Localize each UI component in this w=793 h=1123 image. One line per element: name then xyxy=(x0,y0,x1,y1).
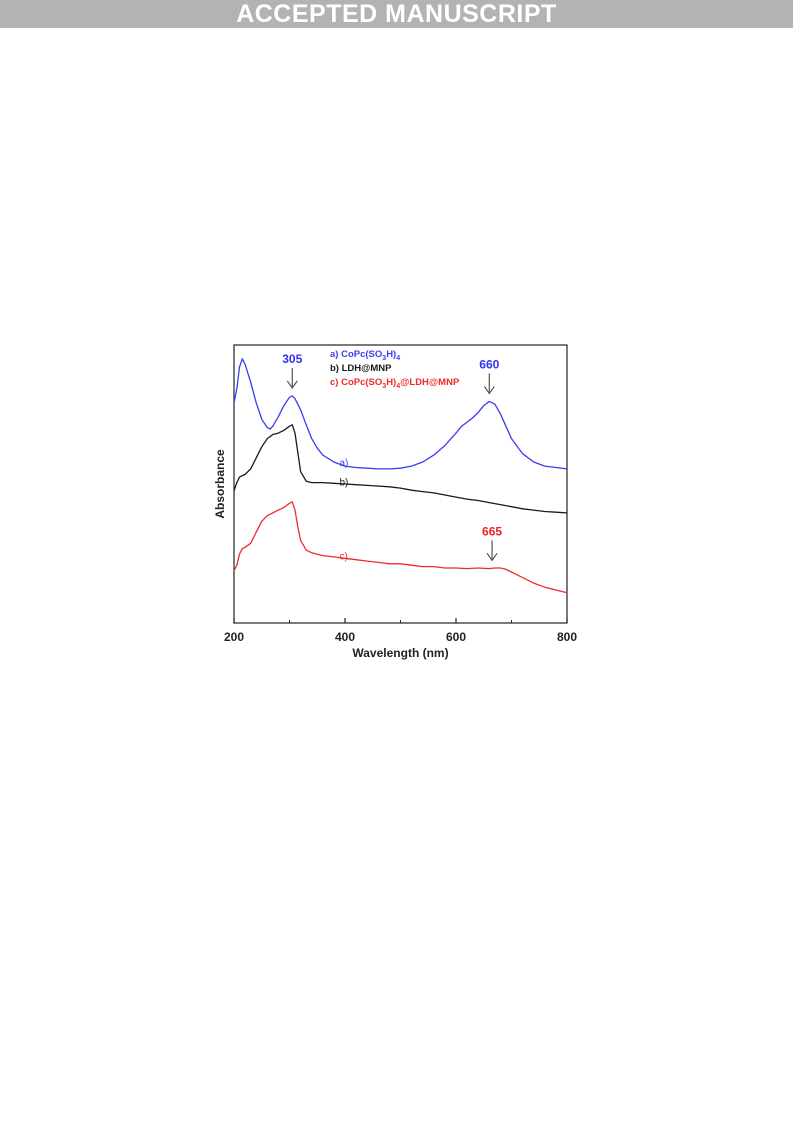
x-tick-label: 800 xyxy=(557,630,577,644)
legend-entry-1: a) CoPc(SO3H)4 xyxy=(330,349,400,362)
legend-text: b) xyxy=(330,363,342,374)
legend-text: H) xyxy=(386,377,396,388)
series-line-1 xyxy=(233,358,568,470)
legend-entry-3: c) CoPc(SO3H)4@LDH@MNP xyxy=(330,377,460,390)
x-tick-label: 600 xyxy=(446,630,466,644)
series-label-2: b) xyxy=(339,478,348,489)
annotation-label: 305 xyxy=(282,352,302,366)
y-axis-label: Absorbance xyxy=(213,449,227,519)
annotation-label: 665 xyxy=(482,524,502,538)
legend-text: a) xyxy=(330,349,341,360)
legend-entry-2: b) LDH@MNP xyxy=(330,363,392,374)
legend-text: H) xyxy=(386,349,396,360)
legend-text: c) xyxy=(330,377,341,388)
annotation-label: 660 xyxy=(479,357,499,371)
series-label-1: a) xyxy=(339,458,348,469)
legend-text: CoPc(SO xyxy=(341,349,382,360)
x-tick-label: 200 xyxy=(224,630,244,644)
accepted-manuscript-banner: ACCEPTED MANUSCRIPT xyxy=(0,0,793,28)
legend-subscript: 4 xyxy=(396,383,400,390)
legend-subscript: 3 xyxy=(382,383,386,390)
legend-subscript: 3 xyxy=(382,355,386,362)
legend-text: @LDH@MNP xyxy=(400,377,460,388)
series-label-3: c) xyxy=(339,552,347,563)
annotation-arrowhead xyxy=(286,380,298,389)
legend-text: CoPc(SO xyxy=(341,377,382,388)
x-tick-label: 400 xyxy=(335,630,355,644)
annotation-arrowhead xyxy=(483,386,495,395)
x-axis-label: Wavelength (nm) xyxy=(352,646,448,660)
series-line-2 xyxy=(233,424,568,514)
annotation-arrowhead xyxy=(486,552,498,562)
legend-subscript: 4 xyxy=(396,355,400,362)
uv-vis-chart: 200 400 600 800 Wavelength (nm) Absorbance a) b… xyxy=(213,344,577,660)
legend-text: LDH@MNP xyxy=(342,363,393,374)
series-line-3 xyxy=(233,501,568,594)
